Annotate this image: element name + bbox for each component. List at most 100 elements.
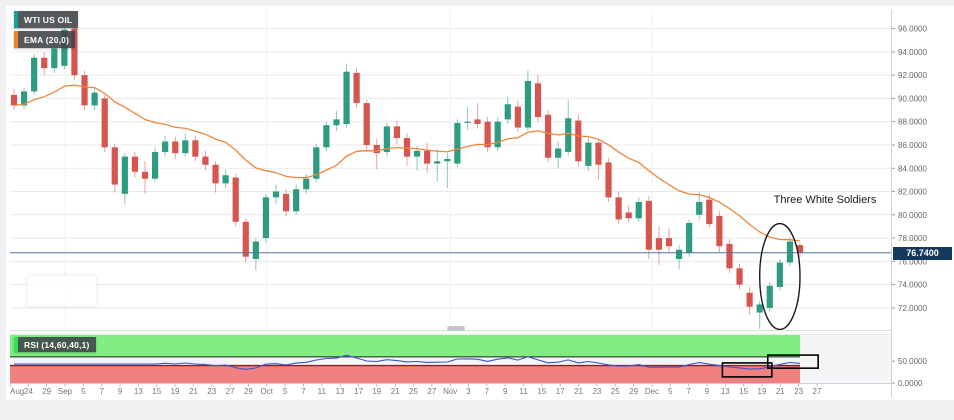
time-axis-label: 23: [207, 387, 216, 396]
time-axis-label: 13: [134, 387, 143, 396]
candle-body: [353, 72, 360, 104]
time-axis-label: 3: [466, 387, 471, 396]
symbol-legend[interactable]: WTI US OIL: [14, 11, 79, 28]
symbol-label: WTI US OIL: [24, 14, 73, 25]
candle-body: [393, 126, 401, 138]
candle-body: [282, 193, 290, 212]
pane-resize-handle[interactable]: [447, 326, 465, 331]
candle-body: [252, 241, 259, 260]
time-axis-label: Aug: [10, 387, 24, 396]
time-axis-label: 9: [118, 387, 123, 396]
gridlines: [10, 10, 891, 330]
time-axis-label: 17: [556, 387, 565, 396]
candle-body: [706, 199, 713, 225]
price-axis-label: 72.0000: [898, 304, 927, 313]
candle-body: [665, 238, 673, 247]
time-axis-label: 9: [503, 387, 508, 396]
candle-body: [172, 141, 179, 154]
candle-body: [625, 212, 632, 219]
chart-annotations: [10, 222, 891, 378]
time-axis-label: 5: [81, 387, 86, 396]
pattern-annotation-text: Three White Soldiers: [773, 194, 877, 206]
candle-body: [716, 215, 723, 247]
time-axis-label: Sep: [58, 387, 73, 396]
candle-body: [403, 138, 411, 157]
candle-body: [232, 177, 239, 222]
candlestick-series: [10, 20, 804, 329]
candle-body: [323, 125, 330, 148]
candle-body: [494, 121, 501, 148]
price-axis-label: 88.0000: [898, 118, 927, 127]
time-axis-label: 27: [813, 387, 822, 396]
candle-body: [655, 238, 663, 250]
rsi-legend[interactable]: RSI (14,60,40,1): [14, 337, 96, 352]
rsi-axis-label: 50.0000: [898, 357, 927, 366]
symbol-accent-bar: [14, 11, 18, 28]
time-axis-label: 7: [99, 387, 104, 396]
ema-accent-bar: [14, 31, 18, 48]
candle-body: [202, 156, 209, 165]
time-axis-label: 5: [283, 387, 288, 396]
time-axis-label: 7: [485, 387, 490, 396]
candle-body: [413, 150, 421, 157]
candle-body: [212, 164, 219, 184]
candle-body: [51, 48, 58, 69]
candle-body: [786, 241, 794, 263]
rsi-annotation-box: [766, 354, 819, 369]
candle-body: [726, 243, 733, 269]
candle-body: [293, 189, 300, 212]
candle-body: [303, 178, 310, 190]
candle-body: [766, 285, 773, 308]
candle-body: [585, 142, 592, 166]
time-axis-label: 19: [758, 387, 767, 396]
candle-body: [424, 150, 431, 164]
candle-body: [20, 91, 28, 106]
time-axis-label: 29: [244, 387, 253, 396]
candle-body: [595, 142, 602, 165]
candle-body: [796, 245, 804, 253]
time-axis-label: Dec: [645, 387, 659, 396]
price-axis-label: 86.0000: [898, 141, 927, 150]
candle-body: [454, 122, 461, 164]
time-axis-label: 27: [226, 387, 235, 396]
time-axis-label: 11: [519, 387, 528, 396]
price-axis-label: 80.0000: [898, 211, 927, 220]
time-axis-label: 21: [391, 387, 400, 396]
candle-body: [71, 28, 78, 76]
candle-body: [272, 191, 280, 198]
time-axis-label: 5: [668, 387, 673, 396]
time-axis-label: 17: [354, 387, 363, 396]
price-axis-label: 94.0000: [898, 48, 927, 57]
candle-body: [555, 148, 562, 158]
ema-legend[interactable]: EMA (20,0): [14, 31, 76, 48]
candle-body: [635, 202, 642, 219]
candle-body: [262, 197, 270, 239]
time-axis-label: 24: [24, 387, 33, 396]
candle-body: [484, 121, 491, 148]
rsi-oversold-band: [10, 365, 800, 383]
candle-body: [696, 202, 703, 215]
time-axis-label: 29: [629, 387, 638, 396]
candle-body: [242, 221, 249, 257]
candle-body: [313, 147, 320, 179]
candle-body: [10, 94, 18, 106]
candle-body: [91, 92, 98, 106]
ema-line: [13, 84, 801, 242]
candle-body: [151, 151, 159, 179]
time-axis-label: 19: [372, 387, 381, 396]
candle-body: [192, 140, 199, 157]
candle-body: [746, 292, 753, 307]
price-axis-label: 78.0000: [898, 234, 927, 243]
time-axis-label: 29: [42, 387, 51, 396]
candle-body: [686, 222, 693, 254]
candle-body: [222, 175, 229, 184]
candle-body: [101, 98, 108, 148]
time-axis-label: 19: [171, 387, 180, 396]
ema-label: EMA (20,0): [24, 34, 70, 45]
rsi-line: [14, 354, 801, 370]
rsi-overbought-band: [10, 335, 800, 357]
candle-body: [131, 156, 139, 172]
time-axis-label: 21: [776, 387, 785, 396]
